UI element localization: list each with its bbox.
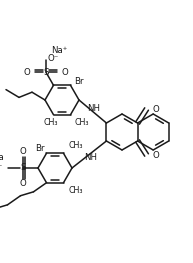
Text: CH₃: CH₃ <box>69 141 83 150</box>
Text: O⁻: O⁻ <box>0 164 3 173</box>
Text: NH: NH <box>84 153 97 162</box>
Text: Na: Na <box>0 154 4 163</box>
Text: CH₃: CH₃ <box>69 186 83 195</box>
Text: O: O <box>153 104 159 114</box>
Text: O: O <box>62 68 69 77</box>
Text: O: O <box>20 148 26 156</box>
Text: Br: Br <box>74 77 84 86</box>
Text: S: S <box>20 164 26 173</box>
Text: O: O <box>20 180 26 189</box>
Text: NH: NH <box>87 104 100 113</box>
Text: S: S <box>43 68 49 77</box>
Text: CH₃: CH₃ <box>74 118 89 127</box>
Text: O: O <box>153 150 159 159</box>
Text: O⁻: O⁻ <box>48 54 59 63</box>
Text: Br: Br <box>35 144 45 153</box>
Text: CH₃: CH₃ <box>43 118 58 127</box>
Text: Na⁺: Na⁺ <box>51 46 67 55</box>
Text: O: O <box>23 68 30 77</box>
